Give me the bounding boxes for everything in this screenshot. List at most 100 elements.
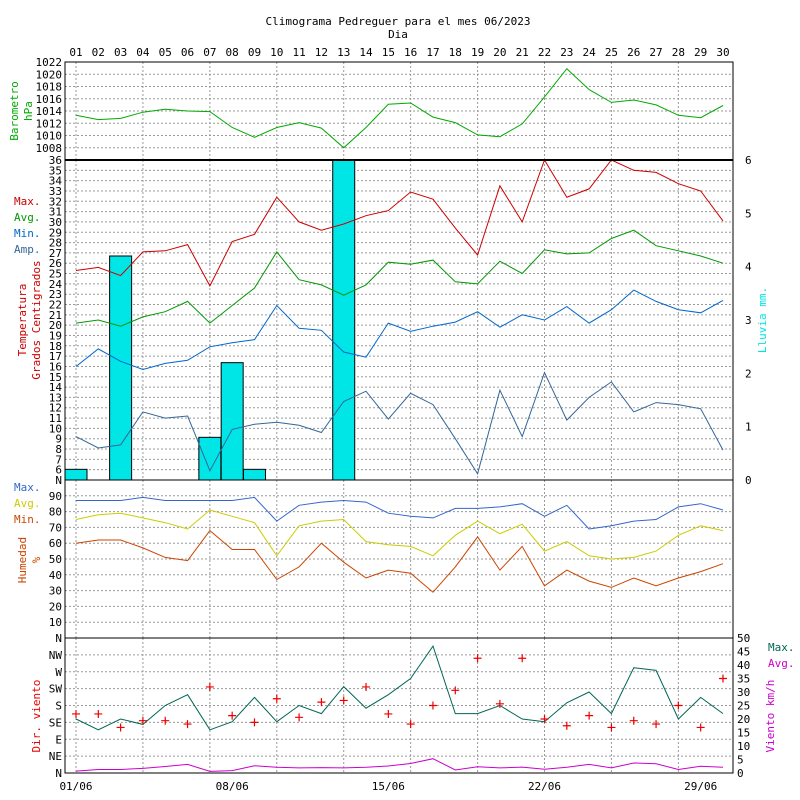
hum-line-avg [75, 509, 724, 560]
pressure-tick-1014: 1014 [36, 105, 63, 118]
temp-tick-36: 36 [49, 154, 62, 167]
wind-frame [64, 637, 734, 774]
chart-title: Climograma Pedreguer para el mes 06/2023 [266, 15, 531, 28]
rain-bar-13 [332, 159, 356, 481]
wind-dir-point-17 [428, 701, 437, 710]
rain-tick-1: 1 [745, 421, 752, 434]
wind-dir-point-12 [317, 698, 326, 707]
hum-ylabel-1: Humedad [16, 537, 29, 583]
day-label-15: 15 [382, 46, 395, 59]
day-label-03: 03 [114, 46, 127, 59]
day-label-25: 25 [605, 46, 618, 59]
day-label-01: 01 [69, 46, 82, 59]
wind-dir-point-06 [183, 720, 192, 729]
wind-dir-tick-0: N [55, 767, 62, 780]
wind-dir-tick-6: W [55, 666, 62, 679]
wind-dir-point-23 [562, 721, 571, 730]
hum-tick-50: 50 [49, 553, 62, 566]
hum-tick-N: N [55, 474, 62, 487]
wind-dir-point-05 [161, 716, 170, 725]
day-label-06: 06 [181, 46, 194, 59]
wind-dir-tick-1: NE [49, 750, 62, 763]
date-label-0: 01/06 [59, 780, 92, 793]
wind-dir-point-15 [384, 709, 393, 718]
day-label-23: 23 [560, 46, 573, 59]
pressure-line [75, 67, 724, 149]
temp-tick-6: 6 [55, 464, 62, 477]
temp-line-avg [75, 229, 724, 327]
wind-dir-point-03 [116, 723, 125, 732]
hum-legend-max: Max. [14, 481, 41, 494]
temp-tick-20: 20 [49, 319, 62, 332]
wind-dir-point-18 [451, 686, 460, 695]
temp-tick-21: 21 [49, 309, 62, 322]
day-label-09: 09 [248, 46, 261, 59]
wind-dir-tick-7: NW [49, 649, 63, 662]
hum-line-min [75, 529, 724, 593]
temp-line-min [75, 289, 724, 371]
temp-tick-23: 23 [49, 288, 62, 301]
day-label-30: 30 [716, 46, 729, 59]
wind-dir-tick-2: E [55, 733, 62, 746]
temp-tick-24: 24 [49, 278, 63, 291]
wind-dir-point-16 [406, 720, 415, 729]
day-label-02: 02 [92, 46, 105, 59]
wind-speed-tick-15: 15 [737, 727, 750, 740]
wind-dir-point-22 [540, 715, 549, 723]
hum-tick-70: 70 [49, 521, 62, 534]
temp-tick-7: 7 [55, 453, 62, 466]
wind-dir-point-21 [518, 654, 527, 663]
wind-speed-tick-20: 20 [737, 713, 750, 726]
rain-tick-2: 2 [745, 367, 752, 380]
wind-dir-tick-8: N [55, 632, 62, 645]
pressure-ylabel-1: Barometro [8, 81, 21, 141]
day-label-21: 21 [516, 46, 529, 59]
rain-ylabel: Lluvia mm. [756, 287, 769, 353]
wind-dir-tick-4: S [55, 700, 62, 713]
day-label-10: 10 [270, 46, 283, 59]
temp-tick-32: 32 [49, 195, 62, 208]
wind-speed-tick-30: 30 [737, 686, 750, 699]
pressure-ylabel-2: hPa [22, 101, 35, 121]
hum-tick-30: 30 [49, 585, 62, 598]
temp-ylabel-2: Grados Centigrados [30, 260, 43, 379]
date-label-2: 15/06 [372, 780, 405, 793]
day-label-13: 13 [337, 46, 350, 59]
temp-tick-9: 9 [55, 433, 62, 446]
day-label-29: 29 [694, 46, 707, 59]
temp-legend-max: Max. [14, 195, 41, 208]
wind-dir-point-13 [339, 696, 348, 705]
temp-tick-26: 26 [49, 257, 62, 270]
wind-dir-point-10 [272, 694, 281, 703]
wind-dir-tick-3: SE [49, 716, 62, 729]
rain-tick-5: 5 [745, 207, 752, 220]
temp-tick-18: 18 [49, 340, 62, 353]
wind-speed-tick-25: 25 [737, 700, 750, 713]
temp-tick-27: 27 [49, 247, 62, 260]
temp-tick-12: 12 [49, 402, 62, 415]
wind-speed-tick-45: 45 [737, 646, 750, 659]
temp-tick-8: 8 [55, 443, 62, 456]
hum-line-max [76, 496, 724, 530]
temp-tick-13: 13 [49, 391, 62, 404]
hum-tick-40: 40 [49, 569, 62, 582]
hum-tick-20: 20 [49, 600, 62, 613]
temp-tick-14: 14 [49, 381, 63, 394]
temp-ylabel-1: Temperatura [16, 284, 29, 357]
wind-legend-max: Max. [768, 641, 795, 654]
temp-tick-28: 28 [49, 237, 62, 250]
wind-dir-point-19 [473, 654, 482, 663]
day-label-04: 04 [136, 46, 150, 59]
wind-speed-ylabel: Viento km/h [764, 680, 777, 753]
day-label-18: 18 [449, 46, 462, 59]
pressure-tick-1010: 1010 [36, 130, 63, 143]
day-label-14: 14 [359, 46, 373, 59]
wind-legend-avg: Avg. [768, 657, 795, 670]
wind-dir-ylabel: Dir. viento [30, 680, 43, 753]
hum-tick-80: 80 [49, 506, 62, 519]
temp-tick-34: 34 [49, 175, 63, 188]
pressure-tick-1022: 1022 [36, 56, 63, 69]
pressure-tick-1008: 1008 [36, 142, 63, 155]
day-label-11: 11 [292, 46, 305, 59]
